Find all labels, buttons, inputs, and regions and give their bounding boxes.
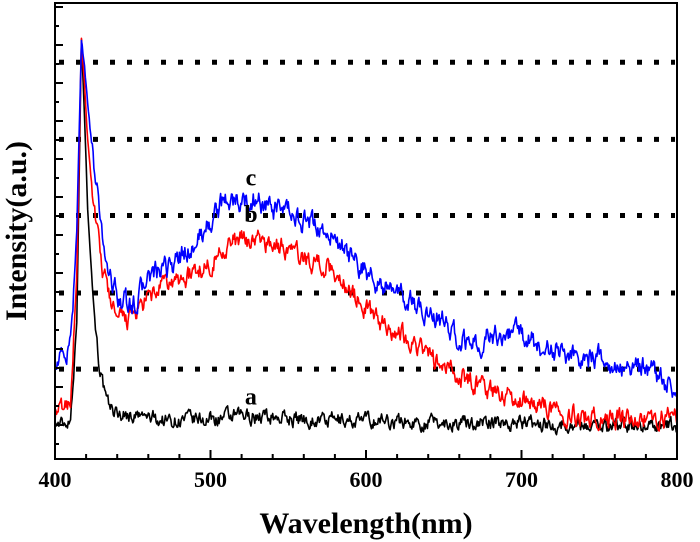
curve-annotations: a bc [244, 165, 257, 410]
x-tick-label-600: 600 [350, 467, 383, 492]
annotation-b: b [244, 202, 257, 228]
x-tick-label-800: 800 [661, 467, 694, 492]
gridlines [59, 59, 675, 372]
annotation-a: a [245, 384, 257, 410]
x-tick-label-400: 400 [39, 467, 72, 492]
y-axis-title: Intensity(a.u.) [0, 141, 33, 321]
x-tick-label-700: 700 [505, 467, 538, 492]
series-c-line [54, 39, 678, 398]
y-ticks [55, 6, 63, 445]
x-axis-title: Wavelength(nm) [259, 507, 472, 540]
x-ticks [54, 450, 678, 459]
series-curves [54, 37, 678, 436]
x-tick-labels: 400 500 600 700 800 [39, 467, 694, 492]
x-tick-label-500: 500 [194, 467, 227, 492]
series-b-line [54, 37, 678, 432]
plot-frame [54, 2, 678, 460]
series-a-line [54, 38, 678, 436]
annotation-c: c [246, 165, 257, 191]
